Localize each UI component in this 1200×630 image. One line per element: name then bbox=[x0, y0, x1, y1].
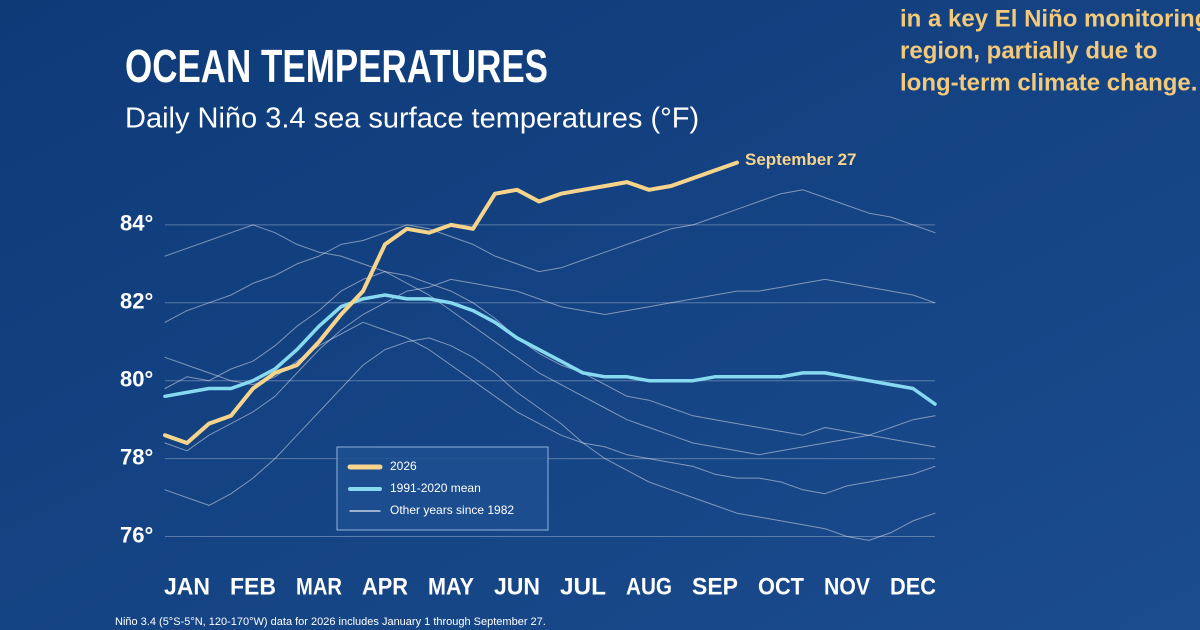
other-year-line bbox=[164, 278, 936, 452]
legend: 2026 1991-2020 mean Other years since 1982 bbox=[336, 446, 549, 531]
side-text: region, partially due to bbox=[900, 37, 1157, 64]
y-tick-label: 78° bbox=[120, 444, 153, 469]
x-tick-label: JUL bbox=[560, 573, 606, 600]
legend-label: 1991-2020 mean bbox=[390, 481, 481, 495]
other-year-line bbox=[164, 189, 936, 323]
other-year-line bbox=[164, 224, 936, 456]
side-text: in a key El Niño monitoring bbox=[900, 5, 1200, 32]
x-tick-label: APR bbox=[362, 573, 408, 600]
x-tick-label: MAY bbox=[428, 573, 474, 600]
y-tick-label: 82° bbox=[120, 289, 153, 314]
y-tick-label: 80° bbox=[120, 367, 153, 392]
x-tick-label: JUN bbox=[494, 573, 540, 600]
x-tick-label: AUG bbox=[626, 573, 672, 600]
chart-subtitle: Daily Niño 3.4 sea surface temperatures … bbox=[125, 103, 699, 135]
x-tick-label: DEC bbox=[890, 573, 936, 600]
other-year-line bbox=[164, 321, 936, 495]
x-tick-label: JAN bbox=[164, 573, 210, 600]
footnote: Niño 3.4 (5°S-5°N, 120-170°W) data for 2… bbox=[115, 616, 546, 628]
plot-area: 76° 78° 80° 82° 84° JAN FEB MAR APR MAY JUN JUL AUG S… bbox=[120, 150, 937, 600]
y-tick-label: 76° bbox=[120, 522, 153, 547]
other-year-line bbox=[164, 337, 936, 541]
x-tick-label: NOV bbox=[824, 573, 870, 600]
legend-label: Other years since 1982 bbox=[390, 503, 514, 517]
x-tick-label: FEB bbox=[230, 573, 276, 600]
series-line bbox=[163, 293, 937, 406]
side-text: long-term climate change. bbox=[900, 69, 1197, 96]
series-line bbox=[163, 160, 739, 445]
x-tick-label: MAR bbox=[296, 573, 342, 600]
y-tick-label: 84° bbox=[120, 211, 153, 236]
x-tick-label: SEP bbox=[692, 573, 738, 600]
chart-title: OCEAN TEMPERATURES bbox=[125, 40, 548, 92]
x-tick-label: OCT bbox=[758, 573, 804, 600]
other-year-line bbox=[164, 271, 936, 448]
annotation: September 27 bbox=[745, 150, 857, 169]
legend-label: 2026 bbox=[390, 459, 417, 473]
